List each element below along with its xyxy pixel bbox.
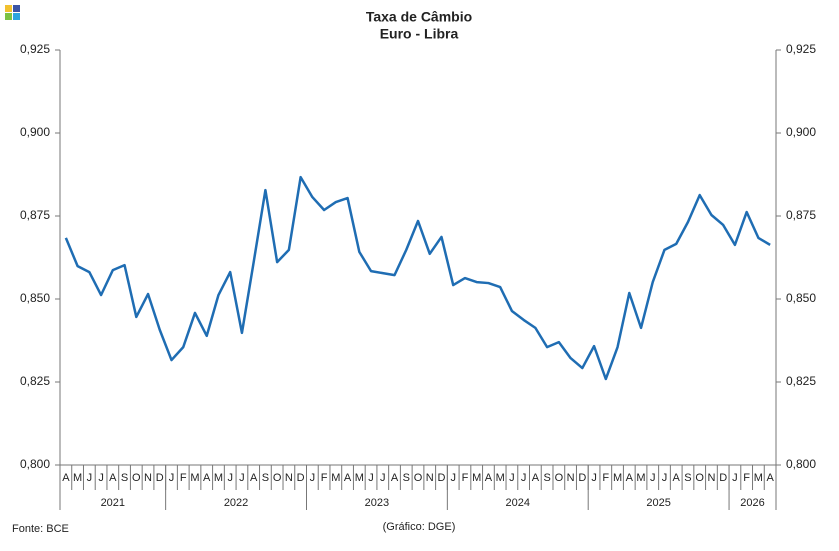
y-tick-label: 0,800 [20, 457, 50, 471]
x-tick-label: S [403, 472, 410, 484]
x-tick-label: M [496, 472, 505, 484]
x-tick-label: M [190, 472, 199, 484]
y2-tick-label: 0,850 [786, 291, 816, 305]
x-tick-label: N [144, 472, 152, 484]
x-tick-label: S [262, 472, 269, 484]
x-tick-label: M [73, 472, 82, 484]
x-tick-label: F [180, 472, 187, 484]
x-tick-label: D [578, 472, 586, 484]
y2-tick-label: 0,825 [786, 374, 816, 388]
x-tick-label: O [695, 472, 704, 484]
x-tick-label: A [673, 472, 681, 484]
x-tick-label: D [156, 472, 164, 484]
x-tick-label: M [331, 472, 340, 484]
logo [5, 5, 20, 20]
x-tick-label: A [485, 472, 493, 484]
x-tick-label: J [591, 472, 597, 484]
chart-title: Taxa de Câmbio [366, 9, 472, 25]
x-tick-label: J [650, 472, 656, 484]
x-tick-label: J [732, 472, 738, 484]
x-tick-label: F [321, 472, 328, 484]
x-tick-label: A [109, 472, 117, 484]
x-tick-label: M [754, 472, 763, 484]
x-tick-label: A [626, 472, 634, 484]
credit: (Gráfico: DGE) [383, 521, 456, 533]
data-line [64, 175, 771, 381]
x-tick-label: M [214, 472, 223, 484]
x-tick-label: J [227, 472, 233, 484]
year-label: 2023 [365, 497, 389, 509]
x-tick-label: J [380, 472, 386, 484]
x-tick-label: A [391, 472, 399, 484]
source: Fonte: BCE [12, 523, 69, 535]
y-tick-label: 0,825 [20, 374, 50, 388]
year-label: 2021 [101, 497, 125, 509]
y-tick-label: 0,850 [20, 291, 50, 305]
x-tick-label: N [426, 472, 434, 484]
x-tick-label: A [766, 472, 774, 484]
y-tick-label: 0,925 [20, 42, 50, 56]
x-tick-label: D [297, 472, 305, 484]
x-tick-label: J [310, 472, 316, 484]
x-tick-label: J [98, 472, 104, 484]
x-tick-label: F [743, 472, 750, 484]
year-label: 2022 [224, 497, 248, 509]
x-tick-label: A [250, 472, 258, 484]
x-tick-label: O [414, 472, 423, 484]
x-tick-label: O [132, 472, 141, 484]
y2-tick-label: 0,875 [786, 208, 816, 222]
y2-tick-label: 0,925 [786, 42, 816, 56]
x-tick-label: A [344, 472, 352, 484]
x-tick-label: M [355, 472, 364, 484]
x-tick-label: N [707, 472, 715, 484]
x-tick-label: N [567, 472, 575, 484]
chart-subtitle: Euro - Libra [380, 26, 459, 42]
y2-tick-label: 0,800 [786, 457, 816, 471]
x-tick-label: M [636, 472, 645, 484]
x-tick-label: J [450, 472, 456, 484]
x-tick-label: J [368, 472, 374, 484]
x-tick-label: D [719, 472, 727, 484]
x-tick-label: M [472, 472, 481, 484]
x-tick-label: M [613, 472, 622, 484]
x-tick-label: N [285, 472, 293, 484]
y2-tick-label: 0,900 [786, 125, 816, 139]
x-tick-label: O [273, 472, 282, 484]
x-tick-label: J [521, 472, 527, 484]
x-tick-label: J [662, 472, 668, 484]
x-tick-label: S [543, 472, 550, 484]
x-tick-label: O [555, 472, 564, 484]
x-tick-label: J [239, 472, 245, 484]
x-tick-label: S [121, 472, 128, 484]
x-tick-label: A [532, 472, 540, 484]
x-tick-label: A [62, 472, 70, 484]
year-label: 2024 [506, 497, 530, 509]
x-tick-label: S [684, 472, 691, 484]
y-tick-label: 0,900 [20, 125, 50, 139]
x-tick-label: J [509, 472, 515, 484]
x-tick-label: D [437, 472, 445, 484]
x-tick-label: F [602, 472, 609, 484]
year-label: 2025 [646, 497, 670, 509]
x-tick-label: J [169, 472, 175, 484]
x-tick-label: J [87, 472, 93, 484]
x-tick-label: A [203, 472, 211, 484]
x-tick-label: F [462, 472, 469, 484]
year-label: 2026 [740, 497, 764, 509]
y-tick-label: 0,875 [20, 208, 50, 222]
